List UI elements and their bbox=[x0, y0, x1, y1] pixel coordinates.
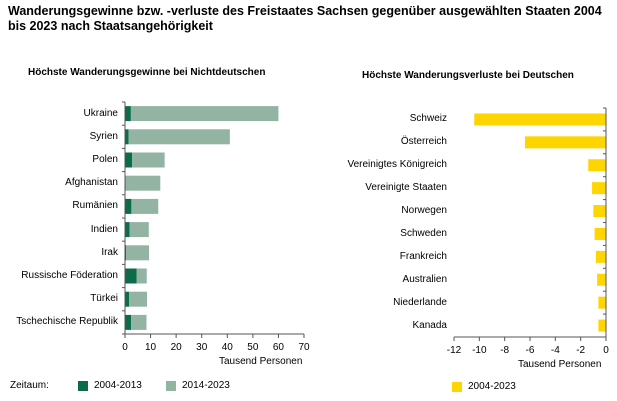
category-label-t-rkei: Türkei bbox=[90, 293, 118, 305]
category-label-frankreich: Frankreich bbox=[399, 250, 447, 262]
category-label-australien: Australien bbox=[402, 273, 447, 285]
bar-russische-f-deration-2004-2013 bbox=[125, 268, 137, 284]
category-label-niederlande: Niederlande bbox=[393, 296, 447, 308]
legend-swatch-2004-2013 bbox=[78, 381, 88, 391]
legend-swatch-2004-2023 bbox=[452, 382, 462, 392]
category-label-irak: Irak bbox=[101, 246, 118, 258]
bar-rum-nien-2014-2023 bbox=[131, 198, 159, 214]
chart-1-tick-label: -2 bbox=[576, 345, 586, 356]
left-x-axis-label: Tausend Personen bbox=[219, 356, 303, 367]
chart-0-tick-label: 30 bbox=[196, 342, 208, 353]
bar-polen-2004-2013 bbox=[125, 152, 133, 168]
chart-0-tick-label: 60 bbox=[272, 342, 284, 353]
bar-frankreich-2004-2023 bbox=[595, 250, 606, 263]
category-label-kanada: Kanada bbox=[412, 319, 447, 331]
chart-1-tick-label: -4 bbox=[550, 345, 560, 356]
category-label-norwegen: Norwegen bbox=[401, 205, 447, 217]
category-label-polen: Polen bbox=[92, 154, 118, 165]
left-chart-subtitle: Höchste Wanderungsgewinne bei Nichtdeuts… bbox=[28, 67, 266, 78]
bar-russische-f-deration-2014-2023 bbox=[136, 268, 147, 284]
bar-vereinigte-staaten-2004-2023 bbox=[592, 182, 606, 195]
bar-schweden-2004-2023 bbox=[594, 227, 606, 240]
chart-0-tick-label: 40 bbox=[221, 342, 233, 353]
chart-1-tick-label: -12 bbox=[446, 345, 462, 356]
bar-norwegen-2004-2023 bbox=[593, 205, 606, 218]
bar-tschechische-republik-2014-2023 bbox=[131, 314, 147, 330]
chart-title: Wanderungsgewinne bzw. -verluste des Fre… bbox=[8, 4, 602, 33]
bar-rum-nien-2004-2013 bbox=[125, 198, 132, 214]
category-label-afghanistan: Afghanistan bbox=[65, 177, 118, 189]
category-label-russische-f-deration: Russische Föderation bbox=[21, 270, 118, 281]
bar-irak-2014-2023 bbox=[126, 245, 150, 261]
legend-label-2004-2023: 2004-2023 bbox=[468, 381, 516, 392]
category-label-vereinigtes-k-nigreich: Vereinigtes Königreich bbox=[347, 159, 447, 171]
right-chart-subtitle: Höchste Wanderungsverluste bei Deutschen bbox=[362, 70, 574, 81]
bar-t-rkei-2014-2023 bbox=[129, 291, 147, 307]
bar-t-rkei-2004-2013 bbox=[125, 291, 130, 307]
chart-0-tick-label: 10 bbox=[145, 342, 157, 353]
bar-syrien-2004-2013 bbox=[125, 129, 129, 145]
bar-indien-2004-2013 bbox=[125, 222, 130, 238]
chart-0-tick-label: 70 bbox=[298, 342, 310, 353]
category-label-vereinigte-staaten: Vereinigte Staaten bbox=[365, 182, 447, 194]
chart-0-tick-label: 0 bbox=[122, 342, 128, 353]
category-label-syrien: Syrien bbox=[89, 130, 118, 142]
bar-ukraine-2014-2023 bbox=[130, 106, 279, 122]
chart-1-tick-label: -10 bbox=[472, 345, 487, 356]
bar-vereinigtes-k-nigreich-2004-2023 bbox=[588, 159, 606, 172]
category-label-ukraine: Ukraine bbox=[83, 107, 118, 119]
chart-0-tick-label: 20 bbox=[170, 342, 182, 353]
legend-prefix: Zeitaum: bbox=[10, 380, 49, 391]
bar-niederlande-2004-2023 bbox=[598, 296, 606, 309]
category-label-schweden: Schweden bbox=[400, 227, 447, 239]
bar-schweiz-2004-2023 bbox=[474, 113, 606, 126]
category-label-tschechische-republik: Tschechische Republik bbox=[16, 316, 118, 328]
category-label-sterreich: Österreich bbox=[400, 136, 447, 148]
bar-indien-2014-2023 bbox=[129, 222, 149, 238]
chart-0-tick-label: 50 bbox=[247, 342, 259, 353]
category-label-schweiz: Schweiz bbox=[409, 113, 447, 125]
category-label-indien: Indien bbox=[90, 223, 118, 235]
bar-sterreich-2004-2023 bbox=[524, 136, 606, 149]
bar-polen-2014-2023 bbox=[132, 152, 165, 168]
bar-irak-2004-2013 bbox=[125, 245, 127, 261]
bar-kanada-2004-2023 bbox=[598, 319, 606, 332]
legend-label-2014-2023: 2014-2023 bbox=[182, 380, 230, 391]
legend-swatch-2014-2023 bbox=[166, 381, 176, 391]
legend-label-2004-2013: 2004-2013 bbox=[94, 380, 142, 391]
bar-afghanistan-2014-2023 bbox=[125, 175, 161, 191]
bar-ukraine-2004-2013 bbox=[125, 106, 131, 122]
bar-tschechische-republik-2004-2013 bbox=[125, 314, 132, 330]
bar-australien-2004-2023 bbox=[597, 273, 606, 286]
category-label-rum-nien: Rumänien bbox=[72, 200, 118, 212]
right-x-axis-label: Tausend Personen bbox=[518, 359, 602, 370]
chart-1-tick-label: -6 bbox=[525, 345, 535, 356]
chart-1-tick-label: -8 bbox=[500, 345, 510, 356]
bar-syrien-2014-2023 bbox=[128, 129, 230, 145]
chart-1-tick-label: 0 bbox=[603, 345, 609, 356]
